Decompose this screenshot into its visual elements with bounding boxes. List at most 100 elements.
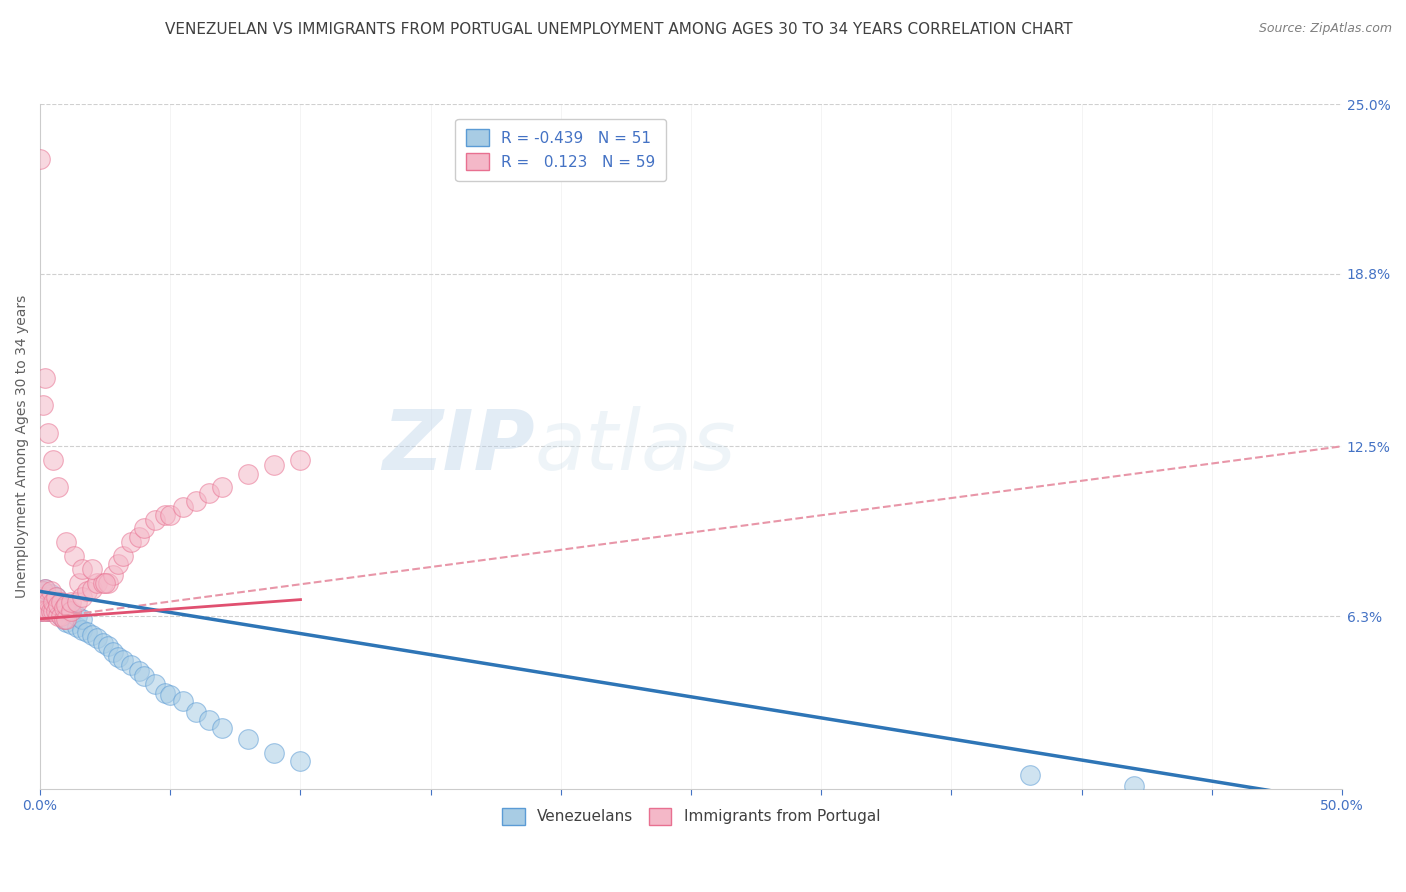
Point bbox=[82, 562, 104, 576]
Point bbox=[82, 582, 104, 596]
Point bbox=[37, 603, 59, 617]
Point bbox=[290, 453, 312, 467]
Point bbox=[49, 598, 72, 612]
Point bbox=[153, 686, 176, 700]
Point bbox=[42, 603, 65, 617]
Point bbox=[31, 603, 53, 617]
Point bbox=[30, 603, 52, 617]
Point bbox=[143, 513, 166, 527]
Point bbox=[30, 590, 52, 604]
Point bbox=[238, 467, 260, 481]
Point bbox=[45, 590, 67, 604]
Point bbox=[186, 494, 208, 508]
Point bbox=[97, 639, 120, 653]
Point bbox=[34, 582, 56, 596]
Point bbox=[42, 592, 65, 607]
Point bbox=[39, 584, 62, 599]
Point bbox=[34, 582, 56, 596]
Point bbox=[70, 590, 93, 604]
Point bbox=[49, 609, 72, 624]
Point bbox=[31, 584, 53, 599]
Point bbox=[63, 549, 86, 563]
Point bbox=[67, 576, 90, 591]
Point bbox=[45, 603, 67, 617]
Point bbox=[107, 650, 129, 665]
Point bbox=[128, 530, 150, 544]
Point bbox=[97, 576, 120, 591]
Point bbox=[45, 590, 67, 604]
Point bbox=[211, 721, 233, 735]
Point bbox=[94, 576, 117, 591]
Point bbox=[37, 590, 59, 604]
Point bbox=[49, 609, 72, 624]
Point bbox=[30, 152, 52, 166]
Point bbox=[65, 620, 87, 634]
Point bbox=[60, 603, 83, 617]
Point bbox=[37, 595, 59, 609]
Legend: Venezuelans, Immigrants from Portugal: Venezuelans, Immigrants from Portugal bbox=[495, 800, 887, 832]
Point bbox=[34, 371, 56, 385]
Point bbox=[186, 705, 208, 719]
Point bbox=[91, 576, 114, 591]
Point bbox=[39, 587, 62, 601]
Point bbox=[46, 609, 69, 624]
Point bbox=[39, 600, 62, 615]
Point bbox=[101, 568, 124, 582]
Point bbox=[31, 584, 53, 599]
Point bbox=[52, 612, 75, 626]
Text: ZIP: ZIP bbox=[382, 406, 534, 487]
Point bbox=[198, 485, 221, 500]
Point bbox=[60, 595, 83, 609]
Point bbox=[46, 607, 69, 621]
Point bbox=[39, 603, 62, 617]
Point bbox=[31, 600, 53, 615]
Point bbox=[76, 584, 98, 599]
Point bbox=[55, 615, 77, 629]
Point bbox=[52, 600, 75, 615]
Point bbox=[46, 595, 69, 609]
Point bbox=[172, 500, 194, 514]
Point bbox=[37, 603, 59, 617]
Point bbox=[52, 600, 75, 615]
Point bbox=[46, 480, 69, 494]
Point bbox=[70, 562, 93, 576]
Point bbox=[42, 603, 65, 617]
Point bbox=[86, 576, 108, 591]
Text: VENEZUELAN VS IMMIGRANTS FROM PORTUGAL UNEMPLOYMENT AMONG AGES 30 TO 34 YEARS CO: VENEZUELAN VS IMMIGRANTS FROM PORTUGAL U… bbox=[165, 22, 1073, 37]
Point bbox=[1122, 779, 1144, 793]
Point bbox=[128, 664, 150, 678]
Text: Source: ZipAtlas.com: Source: ZipAtlas.com bbox=[1258, 22, 1392, 36]
Point bbox=[52, 612, 75, 626]
Point bbox=[263, 746, 285, 760]
Point bbox=[34, 603, 56, 617]
Point bbox=[37, 425, 59, 440]
Point bbox=[65, 595, 87, 609]
Point bbox=[290, 754, 312, 768]
Point bbox=[134, 521, 156, 535]
Point bbox=[30, 590, 52, 604]
Point bbox=[120, 535, 142, 549]
Point bbox=[101, 645, 124, 659]
Point bbox=[159, 689, 181, 703]
Point bbox=[143, 677, 166, 691]
Point bbox=[70, 623, 93, 637]
Point bbox=[45, 603, 67, 617]
Point bbox=[172, 694, 194, 708]
Point bbox=[42, 453, 65, 467]
Point bbox=[30, 603, 52, 617]
Point bbox=[55, 612, 77, 626]
Point bbox=[211, 480, 233, 494]
Y-axis label: Unemployment Among Ages 30 to 34 years: Unemployment Among Ages 30 to 34 years bbox=[15, 294, 30, 598]
Point bbox=[120, 658, 142, 673]
Point bbox=[34, 595, 56, 609]
Point bbox=[60, 607, 83, 621]
Point bbox=[153, 508, 176, 522]
Point bbox=[159, 508, 181, 522]
Point bbox=[55, 535, 77, 549]
Point bbox=[198, 713, 221, 727]
Point bbox=[82, 628, 104, 642]
Point bbox=[134, 669, 156, 683]
Point bbox=[91, 636, 114, 650]
Point bbox=[112, 653, 135, 667]
Text: atlas: atlas bbox=[534, 406, 737, 487]
